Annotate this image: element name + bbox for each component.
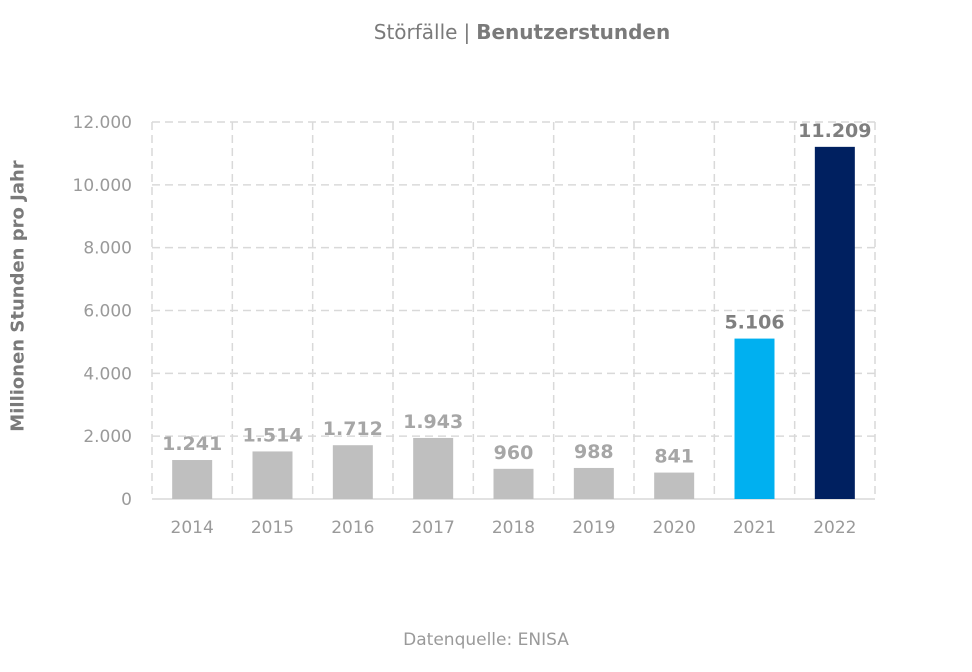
bar-2019 (573, 467, 614, 499)
data-label-2016: 1.712 (323, 418, 383, 440)
x-tick-label-2016: 2016 (331, 518, 374, 538)
data-label-2019: 988 (574, 441, 614, 463)
x-tick-label-2022: 2022 (813, 518, 856, 538)
data-label-2015: 1.514 (242, 424, 302, 446)
bar-2020 (654, 472, 695, 499)
data-label-2022: 11.209 (798, 120, 871, 142)
x-tick-label-2020: 2020 (653, 518, 696, 538)
bar-2015 (252, 451, 293, 499)
x-tick-label-2021: 2021 (733, 518, 776, 538)
y-tick-label: 10.000 (73, 176, 132, 196)
y-tick-label: 12.000 (73, 113, 132, 133)
x-tick-label-2017: 2017 (412, 518, 455, 538)
data-label-2014: 1.241 (162, 433, 222, 455)
x-tick-label-2019: 2019 (572, 518, 615, 538)
x-tick-label-2015: 2015 (251, 518, 294, 538)
chart-title-prefix: Störfälle (373, 20, 458, 44)
bar-2018 (493, 468, 534, 499)
bar-2014 (172, 460, 213, 499)
x-tick-label-2018: 2018 (492, 518, 535, 538)
bar-2016 (332, 445, 373, 499)
bar-2022 (814, 146, 855, 499)
data-label-2018: 960 (494, 442, 534, 464)
chart-title: Störfälle | Benutzerstunden (0, 20, 972, 44)
chart-title-separator: | (463, 20, 471, 44)
bar-2017 (413, 437, 454, 499)
data-source: Datenquelle: ENISA (403, 630, 569, 650)
y-tick-label: 6.000 (83, 302, 132, 322)
y-tick-label: 4.000 (83, 364, 132, 384)
y-tick-label: 0 (121, 490, 132, 510)
y-tick-label: 8.000 (83, 239, 132, 259)
data-label-2017: 1.943 (403, 411, 463, 433)
bar-2021 (734, 338, 775, 499)
x-tick-label-2014: 2014 (171, 518, 214, 538)
data-label-2021: 5.106 (724, 312, 784, 334)
data-label-2020: 841 (654, 446, 694, 468)
chart-title-bold: Benutzerstunden (476, 20, 671, 44)
y-tick-label: 2.000 (83, 427, 132, 447)
